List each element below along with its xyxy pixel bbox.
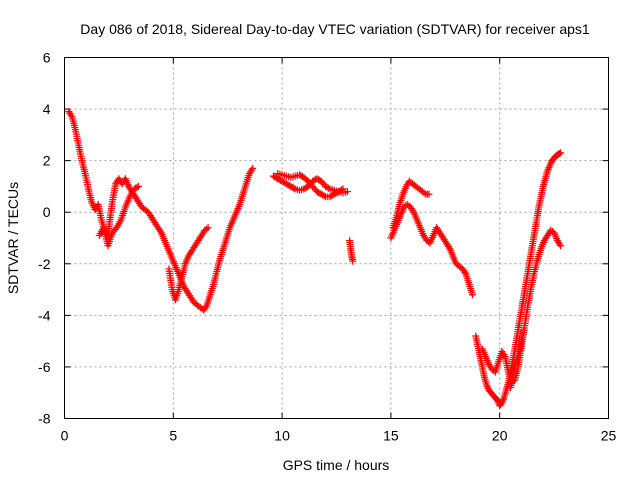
data-point xyxy=(469,291,476,299)
y-tick-label: 0 xyxy=(43,204,51,220)
series-track-2 xyxy=(95,182,142,250)
data-point xyxy=(249,164,257,172)
x-tick-label: 15 xyxy=(383,428,399,444)
data-point xyxy=(545,164,553,172)
series-track-6 xyxy=(346,237,357,265)
data-point xyxy=(557,149,565,157)
data-point xyxy=(338,186,346,194)
x-axis-label: GPS time / hours xyxy=(283,457,390,473)
data-point xyxy=(409,206,417,214)
series-track-8 xyxy=(389,177,433,232)
series-track-7 xyxy=(387,200,476,299)
data-point xyxy=(202,225,210,233)
data-point xyxy=(134,182,142,190)
data-point xyxy=(290,184,298,192)
plot-frame xyxy=(64,57,609,419)
data-point xyxy=(320,192,328,200)
data-point xyxy=(546,162,554,170)
axis-ticks xyxy=(64,57,609,419)
series-track-1 xyxy=(65,108,257,314)
x-tick-label: 25 xyxy=(601,428,617,444)
x-tick-labels: 0 5 10 15 20 25 xyxy=(61,428,617,444)
data-point xyxy=(556,150,564,158)
data-point xyxy=(556,240,564,248)
data-point xyxy=(500,351,508,359)
data-point xyxy=(67,111,75,119)
series-track-3 xyxy=(165,224,212,304)
y-tick-label: -6 xyxy=(38,359,51,375)
data-point xyxy=(520,327,528,335)
y-tick-label: -2 xyxy=(38,256,51,272)
data-point xyxy=(133,183,141,191)
data-point xyxy=(499,396,507,404)
data-point xyxy=(546,160,554,168)
x-tick-label: 5 xyxy=(169,428,177,444)
data-point xyxy=(325,184,333,192)
data-point xyxy=(498,399,506,407)
series-track-5 xyxy=(274,170,347,201)
data-point xyxy=(343,188,351,196)
data-point xyxy=(445,243,453,251)
data-point xyxy=(483,381,491,389)
series-track-11 xyxy=(507,327,528,392)
data-point xyxy=(156,227,164,235)
data-point xyxy=(111,225,119,233)
data-point xyxy=(544,167,552,175)
data-point xyxy=(204,224,212,232)
chart-title: Day 086 of 2018, Sidereal Day-to-day VTE… xyxy=(80,21,590,37)
x-tick-label: 10 xyxy=(274,428,290,444)
data-point xyxy=(499,397,507,405)
data-point xyxy=(483,383,491,391)
data-marks xyxy=(65,108,565,410)
data-point xyxy=(349,257,357,265)
data-point xyxy=(339,185,347,193)
data-point xyxy=(420,189,428,197)
data-point xyxy=(425,190,433,198)
grid-lines xyxy=(64,57,609,419)
y-tick-label: 2 xyxy=(43,153,51,169)
data-point xyxy=(202,303,210,311)
x-tick-label: 0 xyxy=(61,428,69,444)
y-axis-label: SDTVAR / TECUs xyxy=(5,182,21,294)
y-tick-labels: -8 -6 -4 -2 0 2 4 6 xyxy=(38,50,51,427)
y-tick-label: -4 xyxy=(38,307,51,323)
x-tick-label: 20 xyxy=(492,428,508,444)
data-point xyxy=(494,396,502,404)
y-tick-label: 4 xyxy=(43,101,51,117)
y-tick-label: -8 xyxy=(38,411,51,427)
data-point xyxy=(248,166,256,174)
data-point xyxy=(544,165,552,173)
data-point xyxy=(461,268,469,276)
data-point xyxy=(557,242,565,250)
y-tick-label: 6 xyxy=(43,50,51,66)
